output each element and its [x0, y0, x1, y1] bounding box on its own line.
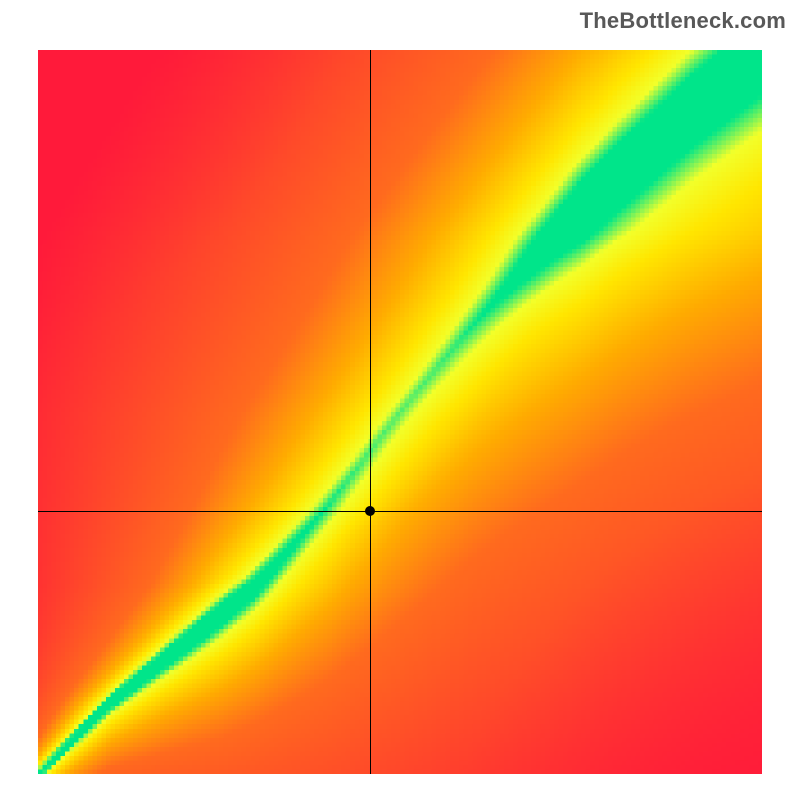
- crosshair-vertical: [370, 50, 371, 774]
- crosshair-horizontal: [38, 511, 762, 512]
- attribution-text: TheBottleneck.com: [580, 8, 786, 34]
- heatmap-canvas: [38, 50, 762, 774]
- marker-dot: [365, 506, 375, 516]
- bottleneck-heatmap: [38, 50, 762, 774]
